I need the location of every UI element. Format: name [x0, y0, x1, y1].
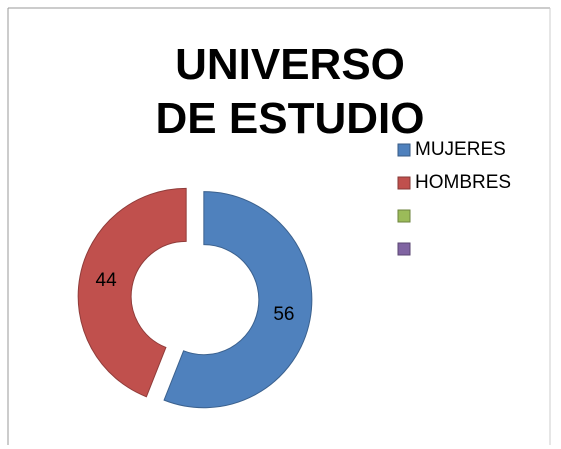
data-label: 56 — [273, 304, 294, 325]
slice — [77, 187, 187, 398]
legend-label: MUJERES — [415, 139, 506, 160]
legend-swatch — [397, 176, 411, 190]
chart-title: UNIVERSO DE ESTUDIO — [155, 40, 425, 143]
data-label: 44 — [96, 270, 118, 291]
slice — [163, 191, 313, 409]
legend-swatch — [397, 209, 411, 223]
legend-label: HOMBRES — [415, 172, 511, 193]
legend-swatch — [397, 242, 411, 256]
legend-swatch — [397, 143, 411, 157]
